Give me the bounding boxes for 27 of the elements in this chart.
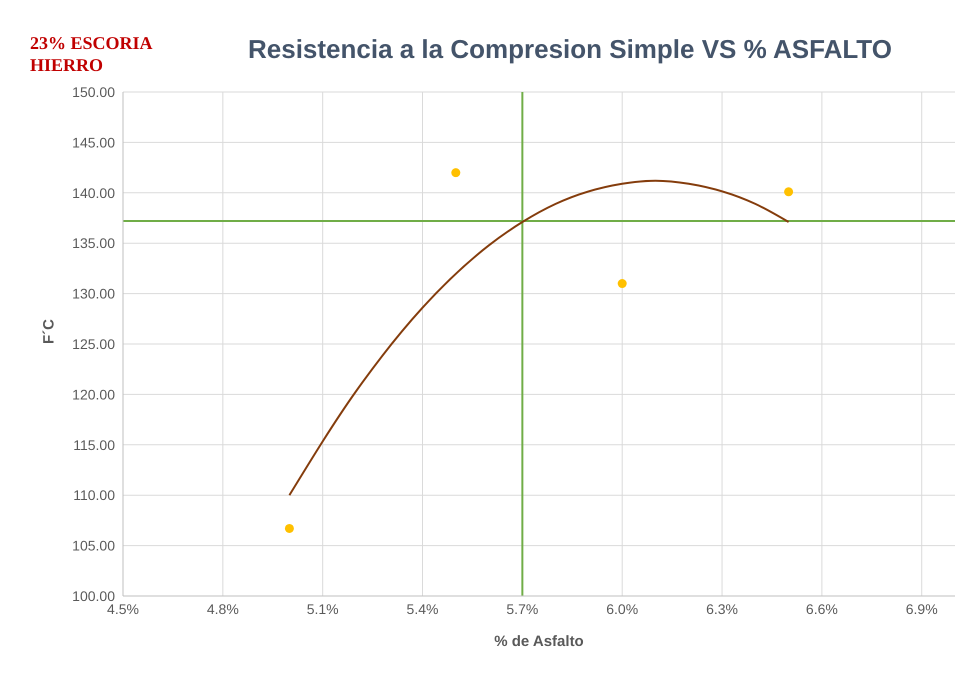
- point: [618, 279, 627, 288]
- x-tick-label: 6.6%: [806, 600, 838, 617]
- x-axis-title: % de Asfalto: [494, 633, 584, 650]
- y-axis-title: F´C: [40, 318, 58, 344]
- x-tick-label: 5.7%: [506, 600, 538, 617]
- x-tick-label: 6.3%: [706, 600, 738, 617]
- point: [451, 168, 460, 178]
- x-tick-label: 6.0%: [606, 600, 638, 617]
- point: [284, 524, 294, 533]
- x-tick-label: 4.8%: [206, 600, 239, 617]
- y-tick-label: 150.00: [72, 84, 116, 100]
- x-tick-label: 5.1%: [306, 600, 339, 617]
- y-tick-label: 145.00: [72, 134, 116, 150]
- line-series: [288, 180, 790, 496]
- y-tick-label: 110.00: [73, 487, 116, 504]
- y-tick-label: 140.00: [72, 184, 116, 201]
- x-tick-label: 6.9%: [906, 600, 938, 617]
- y-tick-label: 120.00: [72, 386, 116, 402]
- y-tick-label: 135.00: [72, 235, 116, 252]
- y-tick-label: 130.00: [72, 286, 116, 302]
- y-tick-label: 115.00: [73, 436, 116, 453]
- y-tick-label: 105.00: [72, 538, 116, 554]
- chart-title: Resistencia a la Compresion Simple VS % ASFALTO: [248, 34, 893, 65]
- point: [784, 187, 794, 196]
- y-tick-label: 125.00: [72, 336, 116, 352]
- x-tick-label: 5.4%: [406, 600, 438, 617]
- text: 23% ESCORIA HIERRO: [30, 32, 154, 76]
